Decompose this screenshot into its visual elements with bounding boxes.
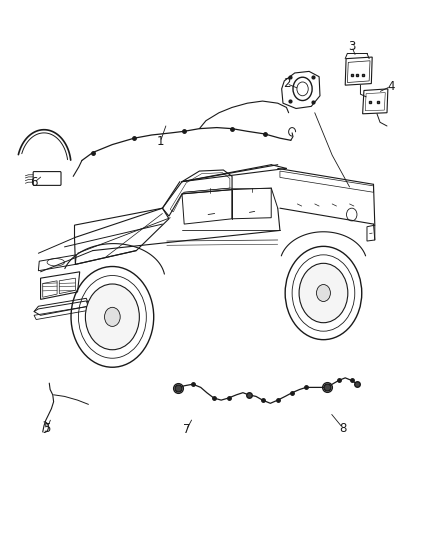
Text: 8: 8	[339, 422, 347, 435]
Circle shape	[105, 308, 120, 326]
FancyBboxPatch shape	[33, 172, 61, 185]
Text: 2: 2	[283, 77, 290, 90]
Text: 3: 3	[348, 40, 355, 53]
Circle shape	[85, 284, 139, 350]
Text: 7: 7	[183, 423, 190, 437]
Circle shape	[317, 285, 330, 302]
Text: 1: 1	[156, 135, 164, 148]
Circle shape	[299, 263, 348, 322]
Text: 4: 4	[387, 80, 395, 93]
Text: 6: 6	[30, 176, 38, 189]
Text: 5: 5	[43, 422, 51, 435]
